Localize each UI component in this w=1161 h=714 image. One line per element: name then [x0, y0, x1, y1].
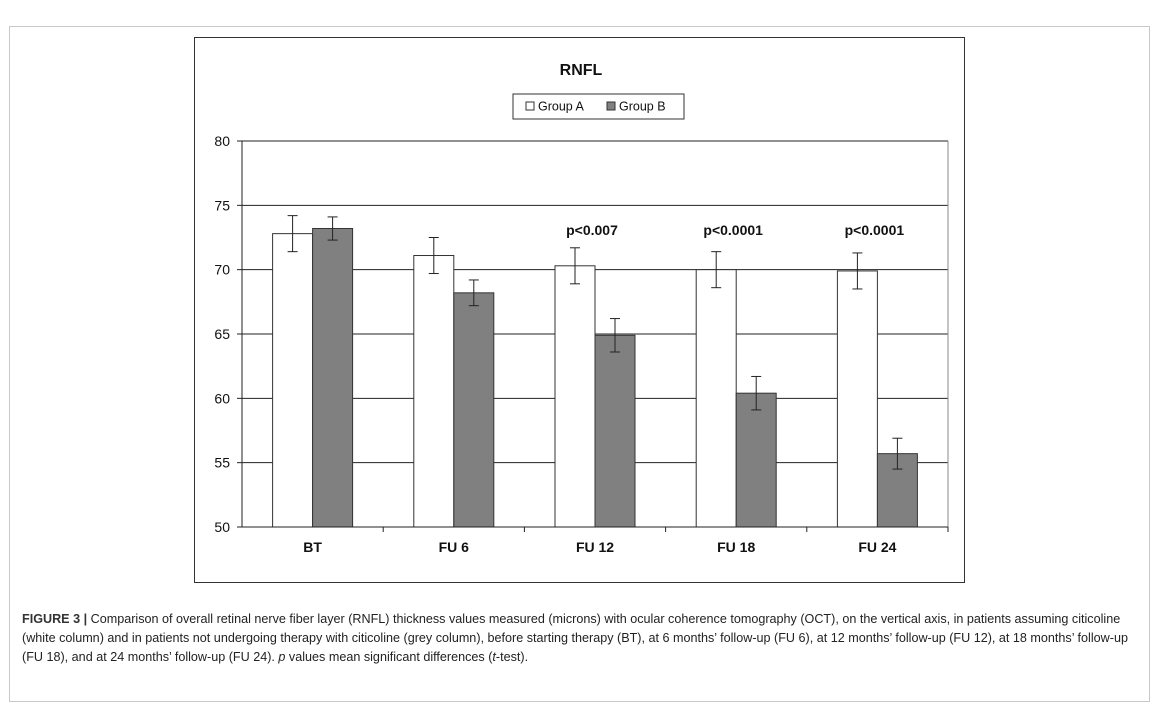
bar-group-a-fu-6 [413, 255, 455, 528]
y-tick-label-75: 75 [214, 197, 230, 213]
p-value-annotations: p<0.007 p<0.0001 p<0.0001 [566, 222, 904, 238]
p-value-label-fu-24: p<0.0001 [845, 222, 905, 238]
p-value-label-fu-12: p<0.007 [566, 222, 618, 238]
x-tick-label-fu-18: FU 18 [717, 539, 755, 555]
caption-text-1: Comparison of overall retinal nerve fibe… [22, 612, 1128, 664]
legend-label-group-b: Group B [619, 100, 666, 114]
caption-t-letter: t [492, 650, 496, 664]
x-tick-label-fu-24: FU 24 [858, 539, 896, 555]
bar-group-b-fu-12 [594, 334, 636, 528]
figure-label: FIGURE 3 | [22, 612, 88, 626]
caption-p-letter: p [278, 650, 286, 664]
caption-text-3: -test). [495, 650, 529, 664]
y-tick-label-65: 65 [214, 326, 230, 342]
x-tick-label-bt: BT [303, 539, 322, 555]
x-axis-labels: BT FU 6 FU 12 FU 18 FU 24 [237, 526, 949, 555]
y-tick-label-80: 80 [214, 133, 230, 149]
bar-group-a-fu-12 [554, 265, 596, 528]
legend-box [512, 93, 685, 120]
bars [272, 227, 918, 528]
x-tick-label-fu-12: FU 12 [576, 539, 614, 555]
caption-text-2: values mean significant differences ( [285, 650, 493, 664]
figure-frame [9, 26, 1150, 702]
bar-group-a-bt [272, 233, 314, 528]
bar-group-b-bt [312, 227, 354, 528]
y-tick-label-60: 60 [214, 390, 230, 406]
y-tick-label-70: 70 [214, 262, 230, 278]
bar-group-a-fu-18 [695, 269, 737, 528]
y-axis-ticks: 50 55 60 65 70 75 80 [214, 133, 243, 535]
rnfl-bar-chart: RNFL Group A Group B 50 55 60 65 70 75 80 p<0.… [214, 62, 949, 555]
legend: Group A Group B [512, 93, 685, 120]
y-tick-label-50: 50 [214, 519, 230, 535]
p-value-label-fu-18: p<0.0001 [703, 222, 763, 238]
chart-title: RNFL [560, 62, 603, 79]
legend-swatch-group-b [606, 101, 616, 111]
legend-swatch-group-a [525, 101, 535, 111]
bar-group-a-fu-24 [836, 270, 878, 528]
bar-group-b-fu-6 [453, 292, 495, 528]
figure-caption: FIGURE 3 | Comparison of overall retinal… [22, 610, 1137, 667]
y-tick-label-55: 55 [214, 455, 230, 471]
error-bars [287, 215, 903, 470]
bar-group-b-fu-18 [735, 392, 777, 528]
legend-label-group-a: Group A [538, 100, 585, 114]
x-tick-label-fu-6: FU 6 [439, 539, 470, 555]
